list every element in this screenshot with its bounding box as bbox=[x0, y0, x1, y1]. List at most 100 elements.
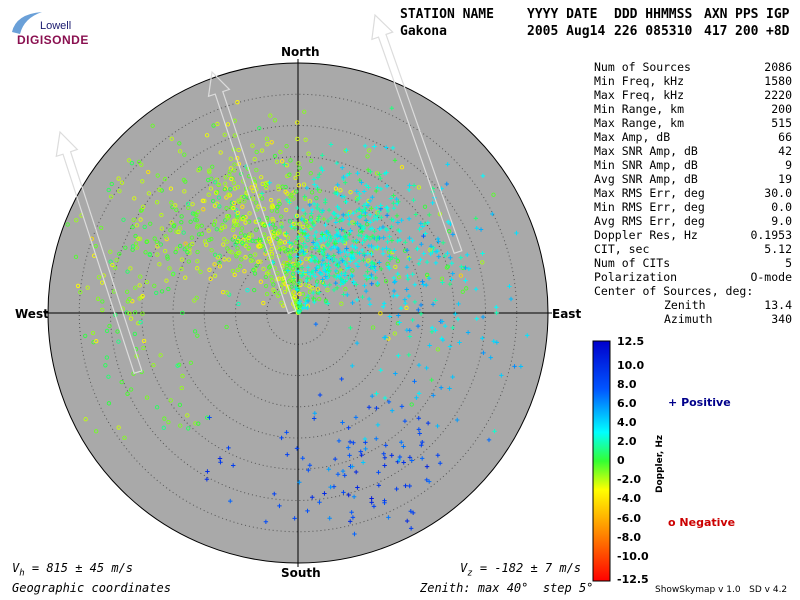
positive-source-marker bbox=[309, 253, 314, 258]
negative-source-marker bbox=[223, 186, 228, 191]
positive-source-marker bbox=[361, 189, 367, 194]
negative-source-marker bbox=[78, 290, 83, 295]
positive-source-marker bbox=[404, 248, 410, 253]
positive-source-marker bbox=[367, 220, 373, 225]
positive-source-marker bbox=[430, 302, 436, 307]
negative-source-marker bbox=[263, 283, 269, 289]
negative-source-marker bbox=[125, 391, 130, 396]
positive-source-marker bbox=[394, 486, 399, 492]
positive-source-marker bbox=[349, 510, 354, 515]
negative-source-marker bbox=[444, 265, 450, 270]
positive-source-marker bbox=[450, 271, 455, 276]
positive-source-marker bbox=[438, 385, 444, 390]
negative-source-marker bbox=[291, 221, 296, 227]
negative-source-marker bbox=[435, 347, 441, 352]
positive-source-marker bbox=[363, 236, 368, 241]
negative-source-marker bbox=[249, 185, 254, 190]
negative-source-marker bbox=[192, 329, 198, 334]
negative-symbol: o bbox=[668, 516, 676, 529]
header-date-value: 2005 Aug14 bbox=[527, 24, 606, 39]
positive-source-marker bbox=[355, 264, 361, 269]
negative-source-marker bbox=[338, 188, 343, 193]
positive-source-marker bbox=[480, 336, 485, 341]
positive-source-marker bbox=[305, 265, 311, 270]
negative-source-marker bbox=[272, 289, 277, 295]
positive-source-marker bbox=[374, 405, 379, 411]
negative-source-marker bbox=[259, 196, 265, 201]
negative-source-marker bbox=[169, 200, 174, 205]
negative-source-marker bbox=[195, 259, 200, 264]
positive-source-marker bbox=[403, 483, 408, 489]
negative-source-marker bbox=[366, 258, 371, 263]
negative-source-marker bbox=[280, 159, 285, 164]
positive-source-marker bbox=[315, 187, 320, 192]
positive-source-marker bbox=[435, 453, 441, 458]
negative-source-marker bbox=[154, 405, 160, 410]
positive-source-marker bbox=[407, 183, 412, 188]
positive-source-marker bbox=[347, 439, 353, 445]
negative-source-marker bbox=[297, 165, 302, 171]
positive-source-marker bbox=[285, 268, 291, 273]
negative-source-marker bbox=[94, 338, 99, 344]
positive-source-marker bbox=[340, 468, 346, 474]
positive-source-marker bbox=[374, 217, 380, 222]
negative-source-marker bbox=[226, 257, 231, 262]
negative-source-marker bbox=[291, 196, 296, 201]
positive-source-marker bbox=[416, 391, 422, 396]
positive-source-marker bbox=[327, 282, 332, 288]
negative-source-marker bbox=[236, 147, 241, 153]
stat-value: 2220 bbox=[764, 88, 792, 102]
negative-source-marker bbox=[179, 266, 184, 272]
positive-source-marker bbox=[287, 240, 292, 245]
positive-source-marker bbox=[363, 207, 368, 212]
positive-source-marker bbox=[336, 264, 341, 269]
negative-source-marker bbox=[128, 316, 134, 321]
negative-source-marker bbox=[252, 157, 257, 162]
negative-source-marker bbox=[207, 267, 212, 272]
positive-source-marker bbox=[353, 245, 358, 250]
positive-source-marker bbox=[312, 182, 317, 187]
positive-source-marker bbox=[387, 257, 393, 262]
positive-source-marker bbox=[436, 239, 441, 244]
negative-source-marker bbox=[194, 218, 199, 223]
positive-source-marker bbox=[336, 230, 341, 236]
positive-source-marker bbox=[333, 280, 338, 286]
positive-source-marker bbox=[394, 256, 399, 261]
positive-source-marker bbox=[355, 250, 360, 255]
positive-source-marker bbox=[317, 270, 322, 275]
positive-source-marker bbox=[447, 344, 453, 349]
positive-source-marker bbox=[334, 227, 340, 233]
positive-source-marker bbox=[368, 169, 373, 174]
stat-label: Doppler Res, Hz bbox=[594, 228, 698, 242]
negative-source-marker bbox=[179, 214, 184, 219]
negative-source-marker bbox=[241, 214, 246, 220]
negative-source-marker bbox=[233, 222, 239, 227]
positive-source-marker bbox=[290, 246, 296, 252]
positive-source-marker bbox=[306, 467, 311, 473]
negative-source-marker bbox=[222, 257, 227, 262]
positive-source-marker bbox=[340, 258, 345, 263]
negative-source-marker bbox=[134, 223, 140, 228]
negative-source-marker bbox=[65, 222, 70, 227]
negative-source-marker bbox=[276, 184, 281, 189]
velocity-arrow-icon bbox=[55, 130, 143, 374]
positive-source-marker bbox=[307, 463, 313, 468]
negative-source-marker bbox=[235, 210, 240, 216]
negative-source-marker bbox=[236, 198, 241, 203]
positive-source-marker bbox=[329, 236, 334, 241]
positive-source-marker bbox=[294, 286, 300, 292]
stat-label: Num of Sources bbox=[594, 60, 691, 74]
negative-source-marker bbox=[285, 235, 291, 240]
positive-source-marker bbox=[391, 275, 397, 281]
center-azimuth-row: Azimuth 340 bbox=[594, 312, 792, 326]
positive-source-marker bbox=[339, 227, 344, 232]
negative-source-marker bbox=[378, 311, 383, 316]
positive-source-marker bbox=[367, 302, 373, 307]
positive-source-marker bbox=[334, 275, 339, 280]
negative-source-marker bbox=[392, 331, 397, 336]
positive-symbol: + bbox=[668, 396, 678, 409]
negative-source-marker bbox=[257, 126, 262, 131]
positive-source-marker bbox=[320, 277, 325, 282]
negative-source-marker bbox=[246, 235, 251, 241]
center-azimuth-value: 340 bbox=[771, 312, 792, 326]
